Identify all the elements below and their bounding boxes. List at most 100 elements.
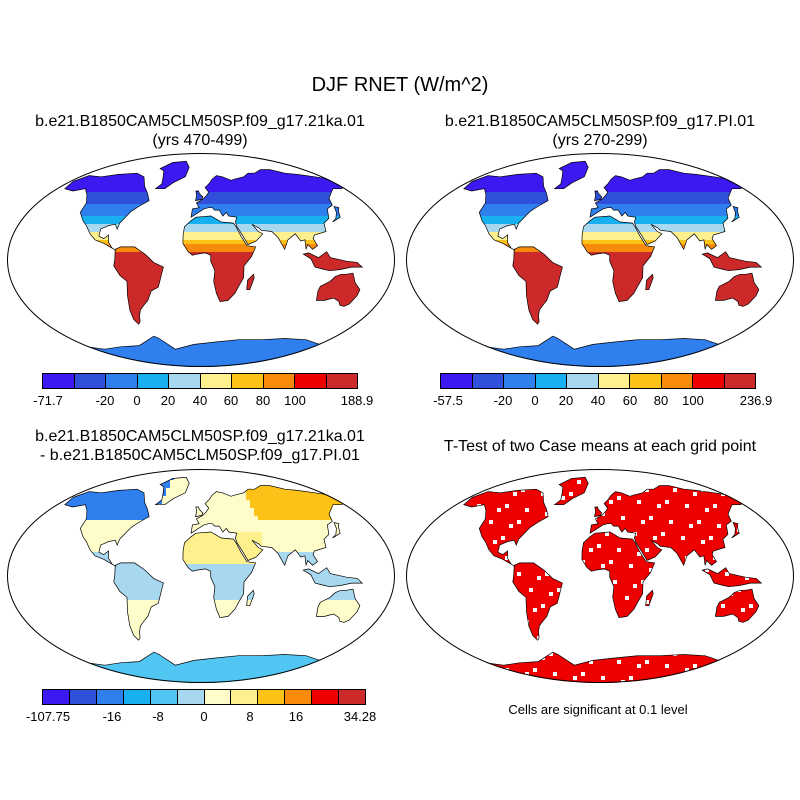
colorbar-box: [200, 374, 232, 388]
coastline-mg: [645, 589, 654, 607]
coastline-jp: [332, 521, 341, 539]
coastline-af: [182, 215, 257, 302]
coastline-au: [315, 588, 361, 623]
map-top-right: [406, 153, 794, 367]
coastline-na: [64, 488, 150, 567]
colorbar-box: [123, 690, 151, 704]
colorbar-box: [598, 374, 630, 388]
coastline-id: [701, 251, 763, 272]
colorbar-top-right: [440, 373, 756, 389]
colorbar-box: [150, 690, 178, 704]
coastline-af: [581, 531, 656, 618]
colorbar-box: [567, 374, 599, 388]
colorbar-box: [326, 374, 357, 388]
coastline-sa: [113, 562, 164, 641]
colorbar-box: [96, 690, 124, 704]
colorbar-box: [504, 374, 536, 388]
colorbar-tick: 0: [531, 393, 539, 408]
coastline-au: [315, 272, 361, 307]
colorbar-box: [630, 374, 662, 388]
coastline-gr: [553, 476, 589, 506]
coastline-na: [463, 488, 549, 567]
coastline-uk: [195, 190, 204, 202]
coastline-na: [463, 172, 549, 251]
colorbar-box: [295, 374, 327, 388]
coastline-jp: [731, 521, 740, 539]
coastline-id: [701, 567, 763, 588]
coastline-sa: [512, 562, 563, 641]
colorbar-box: [661, 374, 693, 388]
coastline-eu: [589, 485, 746, 567]
coastline-id: [302, 251, 364, 272]
panel-title-line1: T-Test of two Case means at each grid po…: [443, 438, 757, 455]
colorbar-tick: 40: [590, 393, 606, 408]
colorbar-box: [69, 690, 97, 704]
coastline-jp: [731, 205, 740, 223]
significance-note: Cells are significant at 0.1 level: [508, 702, 688, 717]
colorbar-bottom-left: [42, 689, 366, 705]
colorbar-tick: 20: [558, 393, 574, 408]
colorbar-tick: -16: [102, 709, 122, 724]
colorbar-box: [693, 374, 725, 388]
coastline-au: [714, 588, 760, 623]
coastline-mg: [246, 273, 255, 291]
coastline-sa: [512, 246, 563, 325]
colorbar-box: [472, 374, 504, 388]
colorbar-tick: 16: [288, 709, 304, 724]
colorbar-tick: 80: [653, 393, 669, 408]
colorbar-tick: 0: [200, 709, 208, 724]
coastline-mg: [645, 273, 654, 291]
colorbar-box: [724, 374, 755, 388]
colorbar-tick: 236.9: [739, 393, 773, 408]
map-frame: [406, 469, 794, 683]
colorbar-tick: 100: [682, 393, 704, 408]
colorbar-tick: -71.7: [33, 393, 63, 408]
colorbar-box: [285, 690, 313, 704]
colorbar-tick: 0: [133, 393, 141, 408]
coastline-gr: [154, 160, 190, 190]
colorbar-tick: 20: [160, 393, 176, 408]
coastline-uk: [594, 506, 603, 518]
colorbar-box: [232, 374, 264, 388]
coastline-na: [64, 172, 150, 251]
panel-title-bottom-right: T-Test of two Case means at each grid po…: [400, 437, 800, 456]
panel-title-top-left: b.e21.B1850CAM5CLM50SP.f09_g17.21ka.01 (…: [0, 112, 400, 150]
map-top-left: [7, 153, 395, 367]
colorbar-box: [441, 374, 473, 388]
colorbar-tick: 34.28: [343, 709, 377, 724]
colorbar-box: [169, 374, 201, 388]
map-frame: [406, 153, 794, 367]
panel-title-line2: (yrs 470-499): [152, 132, 248, 149]
colorbar-box: [231, 690, 259, 704]
panel-title-line1: b.e21.B1850CAM5CLM50SP.f09_g17.PI.01: [444, 113, 756, 130]
panel-title-line2: - b.e21.B1850CAM5CLM50SP.f09_g17.PI.01: [40, 447, 360, 464]
colorbar-tick: 188.9: [340, 393, 374, 408]
coastline-eu: [589, 169, 746, 251]
colorbar-tick: 8: [246, 709, 254, 724]
colorbar-box: [535, 374, 567, 388]
colorbar-tick: -20: [95, 393, 115, 408]
colorbar-tick: 60: [223, 393, 239, 408]
panel-title-top-right: b.e21.B1850CAM5CLM50SP.f09_g17.PI.01 (yr…: [400, 112, 800, 150]
colorbar-box: [312, 690, 340, 704]
coastline-sa: [113, 246, 164, 325]
coastline-uk: [195, 506, 204, 518]
colorbar-box: [177, 690, 205, 704]
colorbar-top-left: [42, 373, 358, 389]
map-frame: [7, 469, 395, 683]
coastline-uk: [594, 190, 603, 202]
coastline-af: [581, 215, 656, 302]
coastline-jp: [332, 205, 341, 223]
map-bottom-right: [406, 469, 794, 683]
colorbar-tick: -20: [493, 393, 513, 408]
colorbar-box: [339, 690, 366, 704]
coastline-eu: [190, 169, 347, 251]
colorbar-tick: 60: [622, 393, 638, 408]
colorbar-box: [43, 374, 75, 388]
colorbar-box: [263, 374, 295, 388]
map-frame: [7, 153, 395, 367]
colorbar-tick: 80: [255, 393, 271, 408]
coastline-mg: [246, 589, 255, 607]
colorbar-tick: 100: [284, 393, 306, 408]
figure-title: DJF RNET (W/m^2): [311, 74, 489, 96]
